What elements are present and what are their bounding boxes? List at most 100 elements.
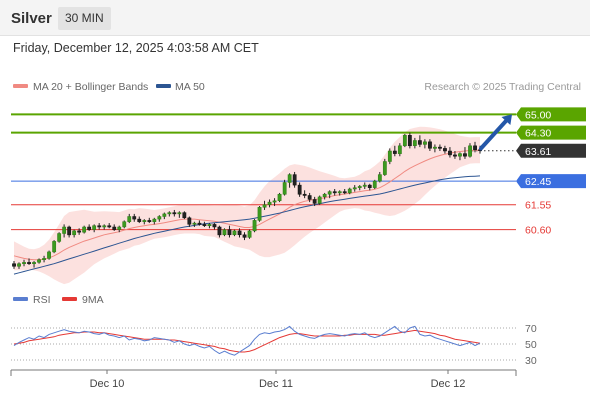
- rsi-line: [13, 325, 481, 356]
- candle: [117, 225, 122, 233]
- level-label-text: 63.61: [525, 146, 551, 158]
- candle-body: [382, 161, 387, 175]
- ma9-line: [13, 329, 481, 353]
- candle-body: [87, 226, 92, 230]
- candle: [17, 262, 21, 269]
- candle-body: [332, 191, 337, 194]
- candle-body: [147, 220, 152, 222]
- candle: [82, 225, 87, 234]
- rsi-lines: [13, 325, 481, 356]
- candle-body: [367, 184, 372, 188]
- ma9-legend-swatch: [62, 297, 77, 301]
- candle-body: [352, 187, 357, 190]
- candle-body: [32, 262, 36, 264]
- candle-body: [257, 207, 262, 221]
- candle-body: [97, 225, 102, 228]
- candle: [237, 228, 242, 238]
- candle: [458, 152, 462, 161]
- candle-body: [222, 229, 227, 236]
- candle-body: [227, 229, 232, 236]
- ma20-line: [13, 149, 480, 261]
- candle-body: [62, 226, 67, 234]
- candle-body: [37, 259, 41, 263]
- level-label-last: 63.61: [516, 143, 586, 158]
- candle: [352, 185, 357, 192]
- candle-body: [307, 195, 312, 200]
- level-label-box: [516, 125, 586, 140]
- candle: [187, 216, 192, 227]
- candle: [12, 261, 16, 269]
- candle-body: [47, 251, 51, 259]
- candle-body: [117, 226, 122, 230]
- candle: [197, 220, 202, 226]
- candle: [257, 206, 262, 222]
- candle-body: [267, 201, 272, 205]
- candle: [287, 173, 292, 188]
- candle: [202, 221, 207, 227]
- timeframe-badge[interactable]: 30 MIN: [58, 7, 111, 30]
- candle: [267, 199, 272, 208]
- candle: [282, 179, 287, 196]
- candle: [463, 147, 467, 159]
- candle: [372, 179, 377, 189]
- candle: [107, 223, 112, 229]
- candle: [32, 261, 36, 268]
- candle-body: [212, 224, 217, 228]
- ma50-legend-swatch: [156, 84, 171, 88]
- candle: [438, 144, 442, 152]
- candle: [337, 190, 342, 196]
- candle-body: [162, 213, 167, 217]
- candle: [152, 217, 157, 225]
- projection-arrow: [479, 114, 512, 151]
- candle-body: [302, 193, 307, 196]
- candle-body: [463, 153, 467, 157]
- candle-body: [433, 146, 437, 149]
- candle: [397, 143, 402, 157]
- level-label-text: 62.45: [525, 176, 551, 188]
- candle: [448, 147, 452, 158]
- candle: [387, 148, 392, 165]
- candle-body: [27, 262, 31, 264]
- candle: [468, 143, 472, 158]
- candle: [177, 211, 182, 218]
- candle-body: [282, 182, 287, 195]
- candle-body: [417, 140, 422, 145]
- candle: [62, 224, 67, 238]
- candle: [47, 250, 51, 260]
- ma20-legend-swatch: [13, 84, 28, 88]
- candle: [212, 223, 217, 230]
- candle: [182, 211, 187, 220]
- candle: [357, 185, 362, 191]
- x-axis: Dec 10 Dec 11 Dec 12: [10, 369, 517, 390]
- candle-body: [137, 218, 142, 222]
- projection-arrow-shaft: [479, 118, 508, 151]
- candle-body: [372, 180, 377, 188]
- candle: [307, 192, 312, 203]
- candle-body: [292, 174, 297, 186]
- candle: [327, 190, 332, 199]
- candle: [132, 213, 137, 222]
- candle-body: [468, 145, 472, 157]
- candle-body: [252, 220, 257, 232]
- level-label-box: [516, 174, 586, 189]
- ma9-legend-label: 9MA: [82, 294, 104, 306]
- candle: [122, 220, 127, 229]
- candle-body: [357, 186, 362, 188]
- candle-body: [197, 222, 202, 225]
- rsi-tick-label: 50: [525, 339, 537, 351]
- level-label-resistance: 64.30: [516, 125, 586, 140]
- candle-body: [247, 230, 252, 238]
- candle-body: [397, 145, 402, 154]
- moving-averages: [13, 149, 481, 275]
- candle-body: [453, 154, 457, 157]
- candle-body: [272, 200, 277, 203]
- bollinger-band-area: [14, 126, 480, 285]
- candle-body: [342, 191, 347, 194]
- candle: [37, 258, 41, 264]
- level-label-text: 65.00: [525, 109, 551, 121]
- candle: [72, 229, 77, 238]
- candle: [443, 145, 447, 154]
- candle: [322, 192, 327, 200]
- candle-body: [473, 145, 477, 150]
